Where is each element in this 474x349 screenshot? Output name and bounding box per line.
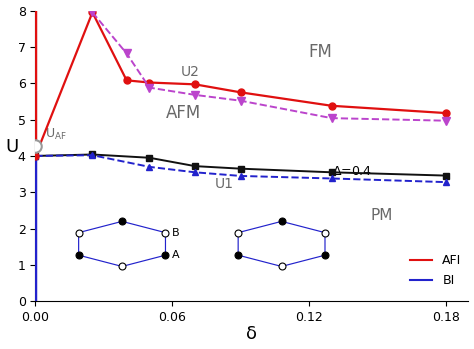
Text: $\Delta$=0.4: $\Delta$=0.4 [332,165,372,178]
Text: AFM: AFM [166,104,201,122]
Text: PM: PM [371,208,393,223]
Text: FM: FM [309,43,332,61]
Text: B: B [173,228,180,238]
Text: U$_{\mathregular{AF}}$: U$_{\mathregular{AF}}$ [45,127,66,142]
Legend: AFI, BI: AFI, BI [405,249,466,292]
X-axis label: δ: δ [246,326,257,343]
Y-axis label: U: U [6,138,19,156]
Text: U2: U2 [181,65,200,79]
Text: U1: U1 [215,177,234,191]
Text: A: A [173,250,180,260]
